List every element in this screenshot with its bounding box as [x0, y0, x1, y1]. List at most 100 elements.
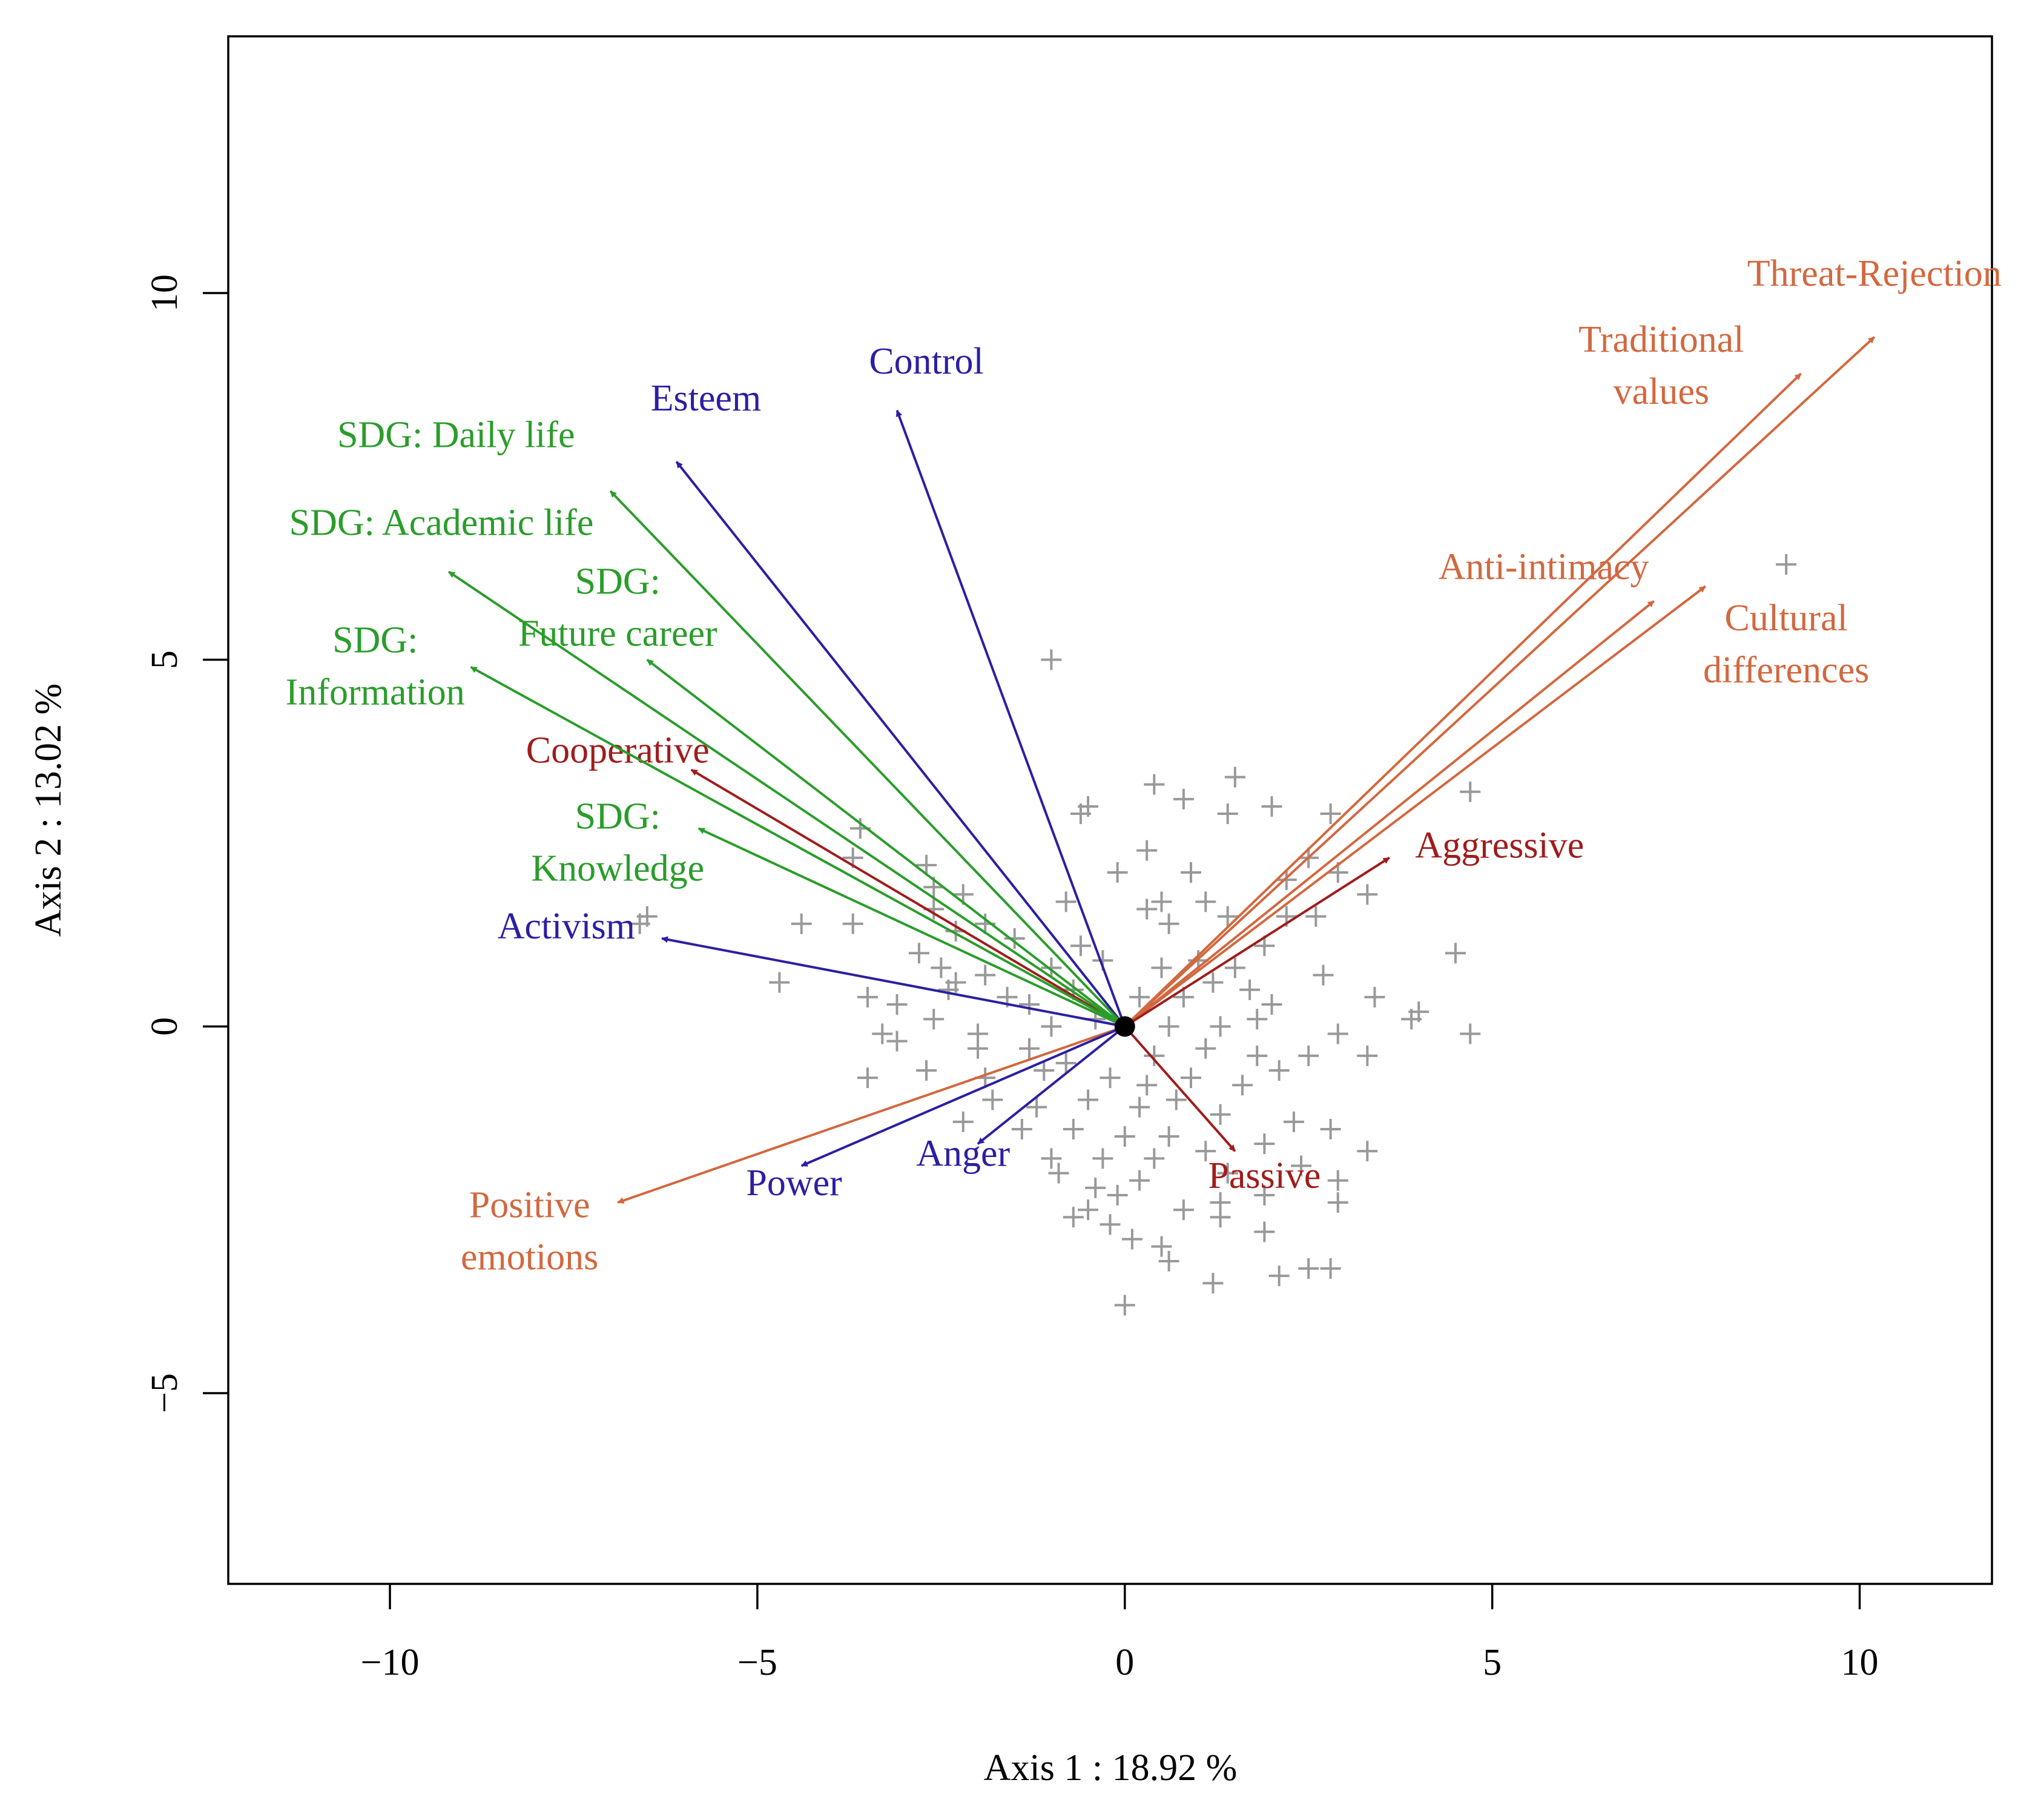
- data-point: [1364, 986, 1385, 1007]
- data-point: [1276, 869, 1297, 891]
- data-point: [1445, 943, 1466, 964]
- vector-arrow: [448, 570, 1126, 1028]
- data-point: [1107, 862, 1128, 883]
- vector-label: Anti-intimacy: [1439, 546, 1649, 587]
- vector: SDG: Daily life: [337, 414, 1126, 1027]
- data-point: [1063, 1118, 1084, 1139]
- vector-label: Anger: [916, 1133, 1010, 1175]
- data-point: [1460, 781, 1481, 802]
- vector: SDG: Academic life: [289, 503, 1126, 1028]
- vector-label: Power: [746, 1162, 842, 1204]
- data-point: [1114, 1294, 1135, 1316]
- y-tick-label: 10: [144, 274, 185, 312]
- data-point: [1026, 1096, 1047, 1118]
- vector-arrow: [800, 1025, 1126, 1167]
- data-point: [1129, 1170, 1150, 1191]
- vector-arrow: [1124, 336, 1876, 1027]
- data-point: [886, 994, 908, 1015]
- data-point: [1327, 1023, 1348, 1044]
- data-point: [1048, 1162, 1069, 1184]
- data-point: [1460, 1023, 1481, 1044]
- data-point: [1254, 1133, 1275, 1155]
- data-point: [769, 972, 790, 993]
- vector-label-line: Control: [869, 341, 983, 382]
- vector: Esteem: [651, 378, 1126, 1027]
- data-point: [1291, 1155, 1312, 1176]
- vector: Cultural differences: [1124, 585, 1869, 1027]
- data-point: [1151, 891, 1172, 912]
- data-point: [1158, 1126, 1179, 1147]
- vector-label: Cultural differences: [1703, 598, 1869, 691]
- vector-label-line: values: [1614, 371, 1709, 412]
- data-point: [1232, 1075, 1253, 1096]
- data-point: [975, 964, 996, 986]
- vector-arrow: [895, 409, 1126, 1027]
- data-point: [857, 986, 878, 1007]
- vector-label: Traditional values: [1578, 319, 1744, 412]
- data-point: [1254, 1184, 1275, 1205]
- x-axis-label: Axis 1 : 18.92 %: [984, 1747, 1238, 1789]
- data-point: [1239, 979, 1261, 1000]
- vector-label-line: Cultural: [1725, 598, 1848, 639]
- data-point: [1320, 803, 1341, 825]
- data-point: [1298, 1258, 1319, 1279]
- data-point: [1129, 986, 1150, 1007]
- y-tick-label: 5: [144, 650, 185, 669]
- vector-label-line: Anti-intimacy: [1439, 546, 1649, 587]
- vector-arrow: [1124, 372, 1802, 1027]
- data-point: [1217, 803, 1238, 825]
- data-point: [1181, 862, 1202, 883]
- vector: Positive emotions: [461, 1025, 1126, 1278]
- vector: Activism: [498, 906, 1126, 1028]
- data-point: [1298, 1045, 1319, 1066]
- data-point: [1268, 1265, 1290, 1287]
- axes: −10 −5 0 5 10 −5 0 5 10: [144, 274, 1879, 1683]
- vector-label: SDG: Future career: [518, 561, 717, 654]
- vector-label-line: SDG:: [575, 796, 661, 837]
- vector-label-line: Threat-Rejection: [1747, 253, 2002, 294]
- x-tick-label: 10: [1841, 1642, 1879, 1683]
- data-point: [1144, 774, 1165, 795]
- x-tick-label: 5: [1483, 1642, 1502, 1683]
- data-point: [1224, 957, 1245, 978]
- data-point: [1055, 1052, 1077, 1073]
- vector-arrow: [977, 1025, 1126, 1145]
- data-point: [1092, 1148, 1113, 1169]
- plot-frame: [227, 35, 1993, 1585]
- data-point: [1210, 1207, 1231, 1228]
- vector-arrow: [661, 936, 1126, 1028]
- data-point: [1268, 1060, 1290, 1081]
- vector: SDG: Information: [286, 620, 1126, 1028]
- vector-label: Cooperative: [526, 730, 710, 771]
- data-point: [1210, 1104, 1231, 1125]
- data-point: [923, 1009, 945, 1030]
- vector-label-line: SDG:: [575, 561, 661, 602]
- data-point: [1254, 935, 1275, 957]
- vector-label: Esteem: [651, 378, 762, 419]
- vector-arrow: [1124, 1026, 1236, 1152]
- data-point: [1166, 1089, 1187, 1110]
- vector-label-line: SDG: Daily life: [337, 414, 575, 455]
- data-point: [1107, 1184, 1128, 1205]
- data-point: [1357, 884, 1378, 905]
- data-point: [1357, 1141, 1378, 1162]
- vector-label: SDG: Daily life: [337, 414, 575, 455]
- data-point: [1217, 906, 1238, 927]
- data-point: [1100, 1067, 1121, 1089]
- vector-label-line: differences: [1703, 650, 1869, 691]
- vector: Power: [746, 1025, 1126, 1204]
- data-point: [1004, 928, 1025, 949]
- data-point: [842, 913, 863, 934]
- data-point: [1247, 1009, 1268, 1030]
- data-point: [916, 854, 937, 875]
- vector: Control: [869, 341, 1126, 1027]
- vector-label: SDG: Academic life: [289, 503, 594, 544]
- data-point: [1136, 840, 1158, 861]
- data-point: [1202, 972, 1224, 993]
- data-point: [908, 943, 929, 964]
- vector-label-line: Activism: [498, 906, 635, 947]
- data-point: [1327, 1192, 1348, 1213]
- data-point: [1158, 913, 1179, 934]
- vector: Anti-intimacy: [1124, 546, 1655, 1027]
- vector-label: Activism: [498, 906, 635, 947]
